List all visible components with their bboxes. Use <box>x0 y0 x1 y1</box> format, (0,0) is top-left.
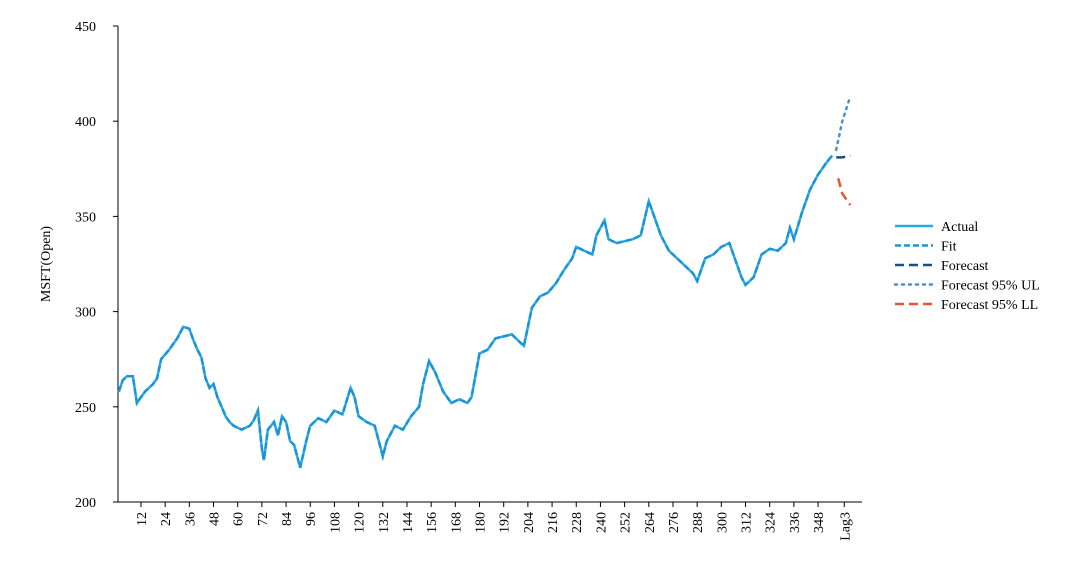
x-tick-label: 240 <box>594 512 609 533</box>
y-axis-label: MSFT(Open) <box>39 226 54 303</box>
x-tick-label: 144 <box>401 512 416 533</box>
x-tick-label: 36 <box>183 512 198 526</box>
series-line <box>117 154 834 469</box>
x-tick-label: 312 <box>740 512 755 533</box>
x-tick-label: 96 <box>304 512 319 526</box>
x-tick-label: 120 <box>353 512 368 533</box>
x-tick-label: 348 <box>812 512 827 533</box>
x-tick-label: 216 <box>546 512 561 533</box>
y-tick-label: 250 <box>75 401 96 416</box>
y-tick-label: 200 <box>75 496 96 511</box>
y-tick-label: 350 <box>75 210 96 225</box>
series-line <box>117 154 834 469</box>
x-tick-label: 276 <box>667 512 682 533</box>
x-tick-label: 168 <box>449 512 464 533</box>
x-tick-label: 336 <box>788 512 803 533</box>
y-tick-label: 400 <box>75 115 96 130</box>
x-tick-label: 108 <box>328 512 343 533</box>
x-tick-label: 12 <box>135 512 150 526</box>
x-tick-label: 72 <box>256 512 271 526</box>
legend-label: Forecast <box>941 259 989 274</box>
legend-label: Forecast 95% LL <box>941 298 1038 313</box>
x-tick-label: Lag3 <box>838 512 853 541</box>
x-tick-label: 228 <box>570 512 585 533</box>
x-tick-label: 300 <box>715 512 730 533</box>
x-tick-label: 204 <box>522 512 537 533</box>
series-line <box>836 177 852 206</box>
y-tick-label: 300 <box>75 306 96 321</box>
x-tick-label: 180 <box>474 512 489 533</box>
x-tick-label: 60 <box>232 512 247 526</box>
x-tick-label: 192 <box>498 512 513 533</box>
x-tick-label: 132 <box>377 512 392 533</box>
x-tick-label: 84 <box>280 512 295 526</box>
x-tick-label: 252 <box>619 512 634 533</box>
y-tick-label: 450 <box>75 20 96 35</box>
series-line <box>836 154 851 159</box>
x-tick-label: 156 <box>425 512 440 533</box>
x-tick-label: 288 <box>691 512 706 533</box>
x-tick-label: 24 <box>159 512 174 526</box>
x-tick-label: 264 <box>643 512 658 533</box>
legend-label: Fit <box>941 240 957 255</box>
legend-label: Actual <box>941 220 978 235</box>
legend-label: Forecast 95% UL <box>941 279 1040 294</box>
x-tick-label: 48 <box>208 512 223 526</box>
x-tick-label: 324 <box>764 512 779 533</box>
series-line <box>834 95 852 152</box>
